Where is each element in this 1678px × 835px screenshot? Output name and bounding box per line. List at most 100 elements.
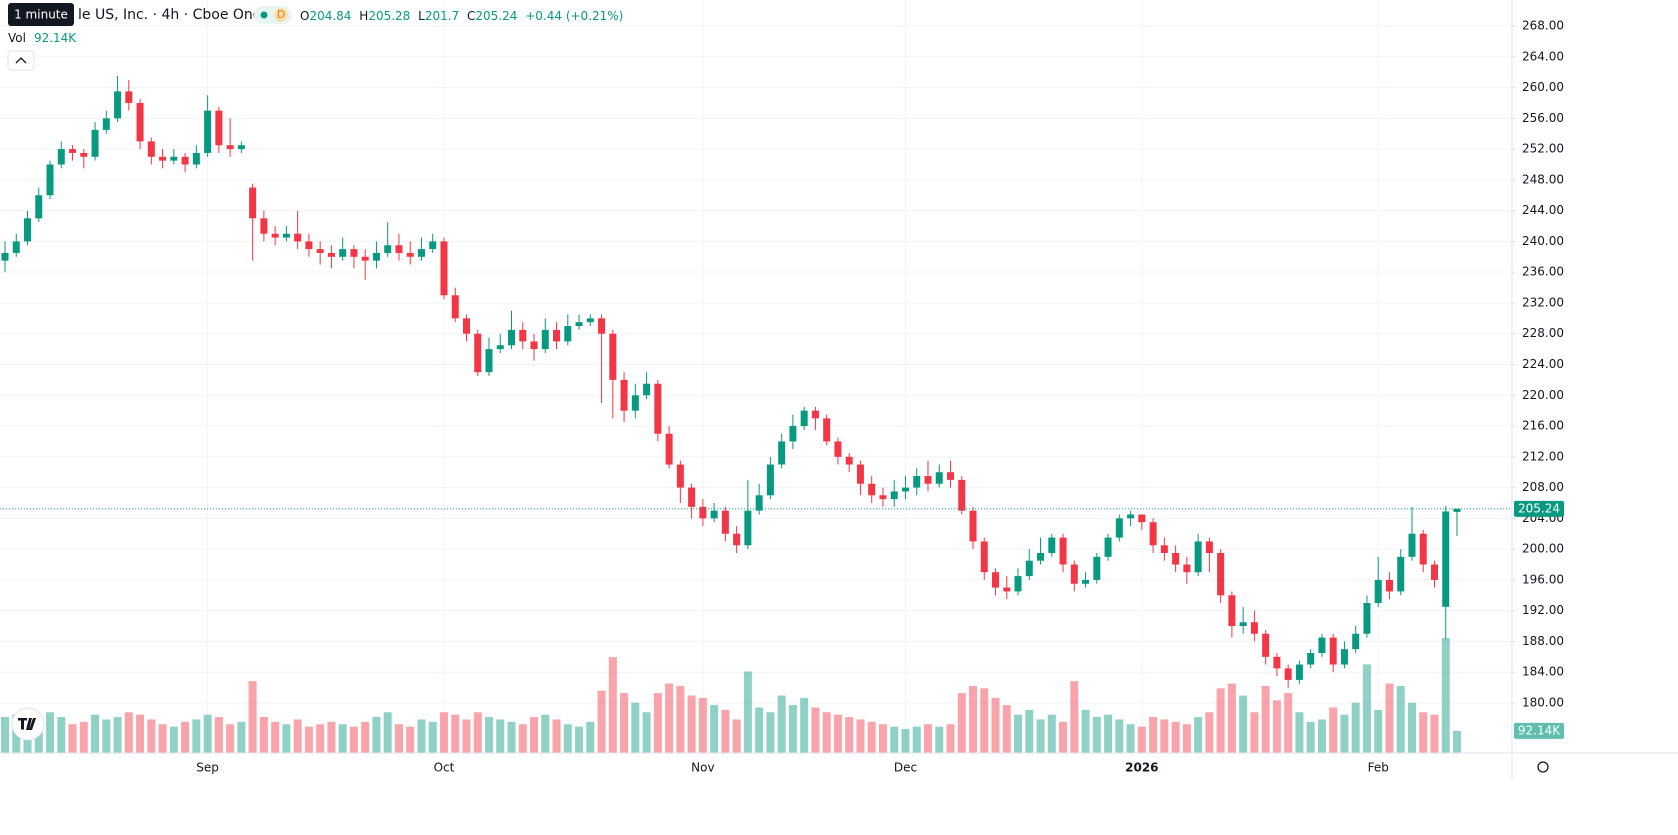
y-tick-label: 212.00	[1522, 449, 1564, 463]
symbol-title: le US, Inc. · 4h · Cboe One	[78, 7, 261, 23]
candle-body	[575, 322, 583, 327]
y-tick-label: 208.00	[1522, 480, 1564, 494]
candle-body	[834, 441, 842, 457]
badge: D	[277, 8, 285, 21]
candle-body	[598, 318, 606, 334]
candle-body	[406, 252, 414, 257]
candle-body	[485, 349, 493, 373]
last-volume-box	[1514, 722, 1564, 739]
volume-bar	[428, 721, 437, 753]
volume-bar	[203, 714, 212, 753]
volume-bar	[1, 717, 9, 753]
volume-bar	[496, 719, 505, 753]
y-tick-label: 220.00	[1522, 388, 1564, 402]
volume-bar	[1205, 712, 1214, 753]
candle-body	[924, 476, 932, 484]
candle-body	[1104, 537, 1112, 557]
volume-bar	[79, 721, 88, 753]
candle-body	[1059, 537, 1067, 565]
volume-bar	[923, 724, 932, 753]
candle-body	[1025, 560, 1033, 577]
volume-bar	[518, 724, 527, 753]
volume-bar	[777, 695, 786, 753]
collapse-button[interactable]	[7, 50, 35, 71]
volume-bar	[158, 724, 167, 753]
volume-bar	[935, 726, 944, 753]
volume-bar	[169, 726, 178, 753]
candle-body	[1048, 537, 1056, 553]
candle-body	[913, 476, 921, 488]
volume-bar	[327, 721, 336, 753]
volume-bar	[1351, 702, 1360, 753]
volume-bar	[68, 724, 77, 753]
y-tick-label: 232.00	[1522, 295, 1564, 309]
volume-bar	[1047, 714, 1056, 753]
y-tick-label: 228.00	[1522, 326, 1564, 340]
volume-bar	[439, 712, 448, 753]
candle-body	[69, 149, 77, 153]
volume-bar	[890, 726, 899, 753]
candle-body	[789, 426, 797, 442]
volume-bar	[473, 712, 482, 753]
y-tick-label: 224.00	[1522, 357, 1564, 371]
candle-body	[868, 483, 876, 496]
volume-bar	[1104, 714, 1113, 753]
candle-body	[1385, 579, 1393, 592]
candle-body	[1329, 637, 1337, 665]
change: +0.44 (+0.21%)	[525, 9, 623, 23]
candle-body	[316, 249, 324, 253]
volume-bar	[755, 707, 764, 753]
y-tick-label: 260.00	[1522, 80, 1564, 94]
candle-body	[1205, 541, 1213, 553]
volume-bar	[867, 721, 876, 753]
candle-body	[564, 326, 572, 342]
ohlc-label: L	[418, 9, 425, 23]
volume-bar	[1149, 717, 1158, 753]
volume-bar	[1036, 719, 1045, 753]
candle-body	[1262, 633, 1270, 657]
volume-bar	[698, 697, 707, 753]
volume-bar	[34, 721, 43, 753]
candle-body	[1149, 522, 1157, 546]
candle-body	[541, 329, 549, 350]
volume-bar	[507, 721, 516, 753]
volume-bar	[980, 688, 989, 753]
candle-body	[665, 433, 673, 465]
volume-bar	[1385, 683, 1394, 753]
volume-bar	[46, 712, 55, 753]
volume-bar	[304, 726, 313, 753]
volume-bar	[113, 717, 122, 753]
candle-body	[226, 145, 234, 150]
volume-bar	[1081, 709, 1090, 753]
candle-body	[1374, 579, 1382, 603]
volume-bar	[1002, 705, 1011, 753]
volume-bar	[181, 721, 190, 753]
candle-body	[699, 506, 707, 519]
ohlc-label: C	[467, 9, 475, 23]
volume-bar	[1340, 714, 1349, 753]
candle-body	[372, 252, 380, 261]
volume-bar	[214, 717, 223, 753]
candle-body	[823, 418, 831, 442]
volume-bar	[957, 693, 966, 753]
volume-legend: Vol 92.14K	[8, 31, 77, 45]
volume-bar	[338, 724, 347, 753]
candle-body	[710, 510, 718, 519]
settings-icon[interactable]	[1537, 761, 1549, 773]
candle-body	[811, 410, 819, 419]
candle-body	[1138, 514, 1146, 523]
x-tick-label: Dec	[894, 761, 917, 775]
volume-bar	[665, 683, 674, 753]
volume-bar	[1182, 724, 1191, 753]
candle-body	[1037, 552, 1045, 561]
candle-body	[744, 510, 752, 546]
candle-body	[958, 479, 966, 511]
candle-body	[384, 245, 392, 253]
candle-body	[327, 252, 335, 257]
volume-bar	[845, 717, 854, 753]
candle-body	[102, 118, 110, 130]
y-tick-label: 188.00	[1522, 634, 1564, 648]
volume-bar	[136, 714, 145, 753]
candle-body	[147, 141, 155, 157]
